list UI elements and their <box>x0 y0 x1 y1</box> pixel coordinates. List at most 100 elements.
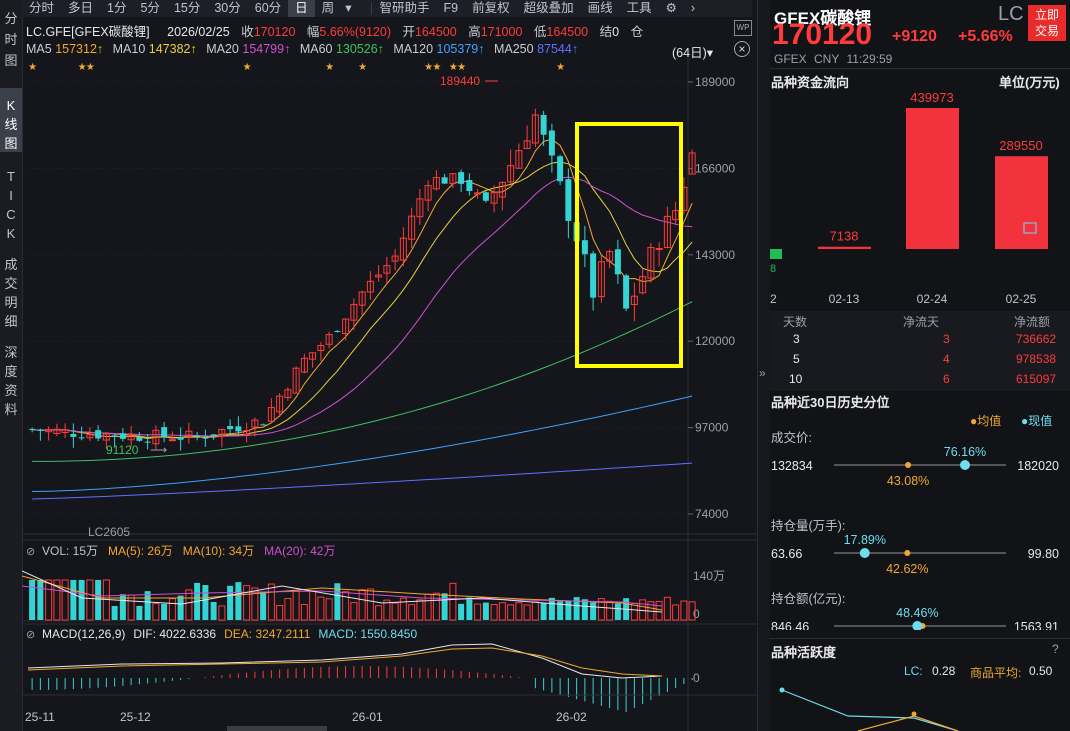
divider <box>770 68 1070 69</box>
help-icon[interactable]: ? <box>1052 642 1059 656</box>
candle-body <box>243 430 251 436</box>
vol-bar <box>152 603 160 621</box>
open-label: 开 <box>402 25 415 39</box>
vol-bar <box>325 598 333 621</box>
toolbar-adjust[interactable]: 前复权 <box>472 1 510 15</box>
vol-bar <box>309 590 317 621</box>
percentile-min: 63.66 <box>771 547 802 561</box>
toolbar-f9[interactable]: F9 <box>443 1 459 15</box>
vol-bar <box>416 599 424 621</box>
star-marker: ★ <box>556 62 565 73</box>
vol-bar <box>37 580 44 620</box>
avg-pct: 43.08% <box>887 474 929 488</box>
instrument-name: GFEX碳酸锂 <box>774 9 872 28</box>
star-marker: ★ <box>86 62 95 73</box>
vol-bar <box>210 601 217 620</box>
ma120-line <box>32 395 693 492</box>
toolbar-week[interactable]: 周 <box>321 1 335 15</box>
avg-marker <box>905 462 912 468</box>
candle-body <box>466 179 473 191</box>
chevron-right-icon[interactable]: › <box>690 1 696 15</box>
x-tick-label: 26-01 <box>352 710 383 724</box>
toolbar-1min[interactable]: 1分 <box>107 1 127 15</box>
trade-now-button[interactable]: 立即 交易 <box>1028 5 1066 41</box>
candle-body <box>515 150 523 169</box>
activity-lc-value: 0.28 <box>932 664 956 678</box>
candle-body <box>531 114 539 144</box>
ma-legend: MA5 157312↑ MA10 147382↑ MA20 154799↑ MA… <box>26 42 578 56</box>
wp-icon[interactable]: WP <box>734 20 752 36</box>
percentile-label: 成交价: <box>771 430 812 445</box>
activity-avg-label: 商品平均: <box>970 666 1022 680</box>
toolbar-30min[interactable]: 30分 <box>214 1 241 15</box>
toolbar-5min[interactable]: 5分 <box>140 1 160 15</box>
tab-trade-detail[interactable]: 成交明细 <box>4 257 18 329</box>
candle-body <box>309 352 317 360</box>
candle-body <box>441 177 448 184</box>
vol-bar <box>29 580 36 620</box>
y-tick-label: 74000 <box>695 507 729 521</box>
candle-body <box>630 295 638 306</box>
vol-bar <box>383 599 391 621</box>
collapse-icon[interactable]: » <box>759 366 766 380</box>
y-tick-label: 143000 <box>695 248 735 262</box>
close-icon[interactable]: × <box>734 41 750 57</box>
percentile-max: 99.80 <box>1028 547 1059 561</box>
candle-body <box>490 192 498 204</box>
candle-body <box>136 437 143 441</box>
candle-body <box>474 192 482 195</box>
toolbar-15min[interactable]: 15分 <box>173 1 201 15</box>
toolbar-overlay[interactable]: 超级叠加 <box>523 1 574 15</box>
tab-intraday[interactable]: 分时图 <box>4 11 18 68</box>
activity-lc-label: LC: <box>904 664 923 678</box>
vol-bar <box>466 597 473 620</box>
ma60-value: 130526↑ <box>335 42 384 56</box>
candle-body <box>523 140 531 149</box>
period-selector[interactable]: (64日)▾ <box>672 46 714 60</box>
toolbar-tools[interactable]: 工具 <box>626 1 652 15</box>
candle-body <box>334 331 341 333</box>
candle-body <box>383 265 391 274</box>
flow-row-days: 5 <box>793 352 800 366</box>
toolbar-day[interactable]: 日 <box>288 0 315 17</box>
price-change-pct: +5.66% <box>958 28 1013 45</box>
y-tick-label: 120000 <box>695 334 735 348</box>
toolbar-multiday[interactable]: 多日 <box>68 1 94 15</box>
star-marker: ★ <box>358 62 367 73</box>
star-marker: ★ <box>457 62 466 73</box>
exchange: GFEX <box>774 52 807 66</box>
now-marker <box>859 548 870 558</box>
toolbar-draw[interactable]: 画线 <box>587 1 613 15</box>
history-percentile-title: 品种近30日历史分位 <box>771 395 890 410</box>
toolbar-more-dropdown[interactable]: ▾ <box>345 1 352 15</box>
candle-body <box>210 434 217 436</box>
vol-y-tick: 140万 <box>693 569 725 583</box>
candle-body <box>350 303 358 321</box>
vol-bar <box>276 605 284 621</box>
toolbar-assistant[interactable]: 智研助手 <box>379 1 430 15</box>
vol-bar <box>507 604 515 621</box>
flow-row-netdays: 3 <box>943 332 950 346</box>
tab-depth[interactable]: 深度资料 <box>4 345 18 417</box>
candle-body <box>399 237 407 261</box>
settle-label: 结 <box>599 25 613 39</box>
gear-icon[interactable]: ⚙ <box>665 1 677 15</box>
vol-bar <box>523 604 531 621</box>
candle-body <box>177 437 184 440</box>
now-marker <box>912 621 923 630</box>
ma20-line <box>32 176 693 437</box>
y-tick-label: 189000 <box>695 75 735 89</box>
toolbar-intraday[interactable]: 分时 <box>29 1 55 15</box>
candle-body <box>498 181 506 198</box>
flow-row-netdays: 4 <box>943 352 950 366</box>
ma60-label: MA60 <box>299 42 333 56</box>
toolbar-60min[interactable]: 60分 <box>254 1 282 15</box>
vol-bar <box>432 592 440 621</box>
vol-bar <box>408 604 416 621</box>
candle-body <box>235 426 242 432</box>
flow-date: 02-13 <box>829 292 860 306</box>
vol-bar <box>251 587 259 621</box>
flow-header-days: 天数 <box>783 315 808 329</box>
